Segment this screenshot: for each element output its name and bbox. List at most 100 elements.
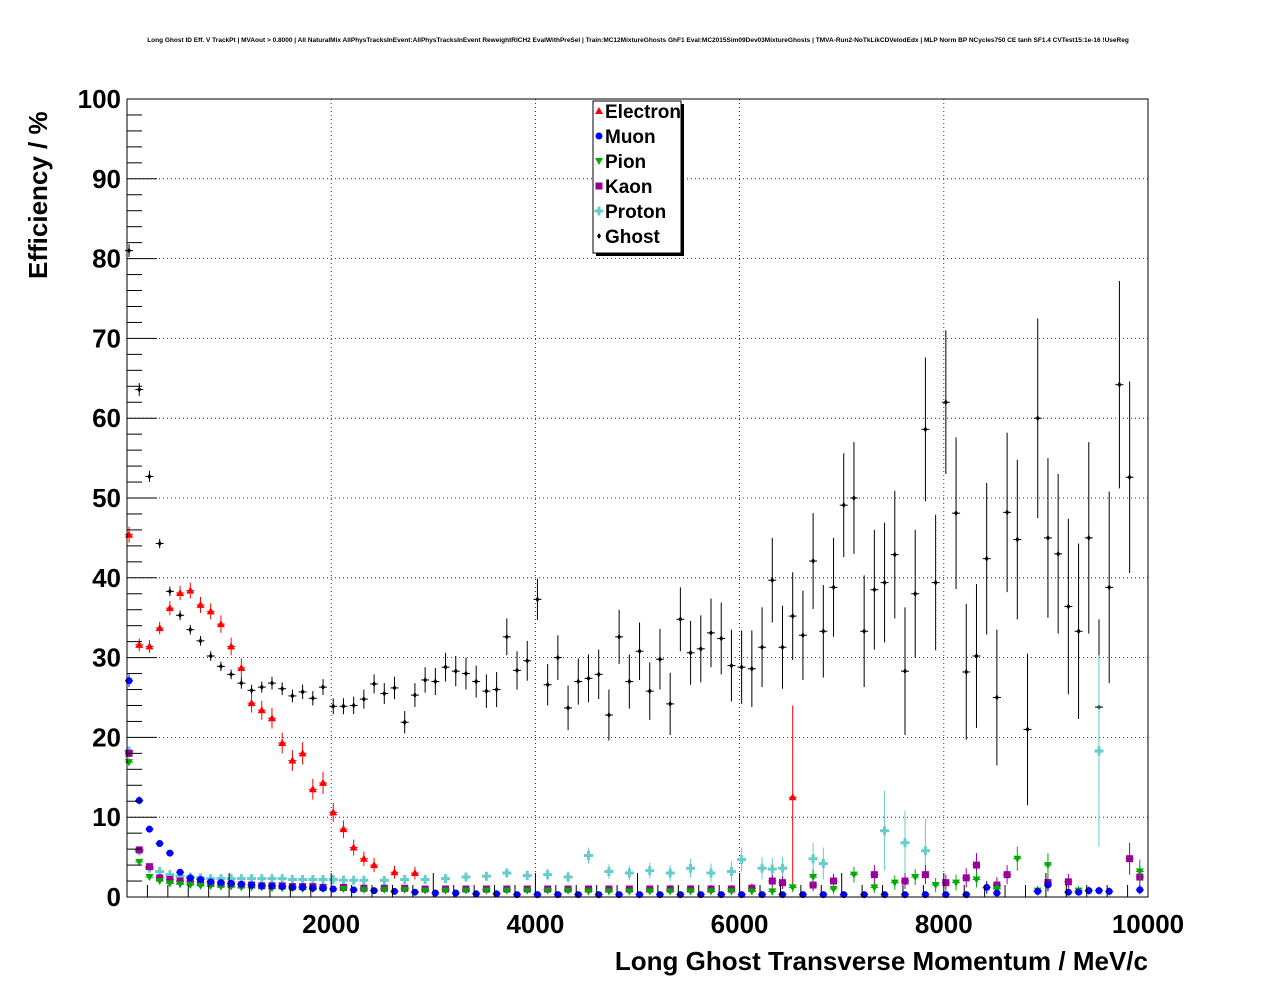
data-point: [402, 719, 407, 726]
data-point: [410, 869, 419, 877]
data-point: [523, 887, 532, 895]
data-point: [328, 874, 338, 884]
data-point: [964, 668, 969, 675]
data-point: [829, 886, 838, 894]
data-point: [880, 826, 890, 836]
data-point: [216, 874, 226, 884]
legend-marker: [595, 132, 603, 140]
data-point: [359, 854, 368, 862]
data-point: [901, 877, 909, 885]
data-point: [186, 878, 194, 886]
data-point: [984, 555, 989, 562]
chart-title: Long Ghost ID Eff. V TrackPt | MVAout > …: [147, 37, 1129, 44]
data-point: [127, 247, 132, 254]
data-point: [186, 586, 195, 594]
data-point: [481, 871, 491, 881]
data-point: [872, 586, 877, 593]
data-point: [892, 551, 897, 558]
data-point: [818, 858, 828, 868]
data-point: [1086, 534, 1091, 541]
data-point: [768, 888, 777, 896]
data-point: [645, 866, 655, 876]
data-point: [583, 851, 593, 861]
data-point: [543, 887, 552, 895]
data-point: [911, 874, 920, 882]
x-tick-label: 10000: [1112, 909, 1184, 939]
legend-label: Electron: [605, 102, 681, 123]
x-axis-title: Long Ghost Transverse Momentum / MeV/c: [615, 946, 1148, 976]
data-point: [176, 881, 185, 889]
data-point: [862, 628, 867, 635]
data-point: [1127, 474, 1132, 481]
legend-marker: [595, 158, 603, 165]
data-point: [821, 628, 826, 635]
data-point: [668, 700, 673, 707]
data-point: [719, 635, 724, 642]
data-point: [788, 793, 797, 801]
data-point: [280, 685, 285, 692]
data-point: [809, 874, 818, 882]
data-point: [535, 596, 540, 603]
data-point: [808, 854, 818, 864]
data-point: [300, 688, 305, 695]
data-point: [257, 706, 266, 714]
data-point: [370, 861, 379, 869]
legend-marker: [597, 233, 601, 239]
data-point: [165, 880, 174, 888]
data-point: [543, 870, 553, 880]
data-point: [1135, 868, 1144, 876]
data-point: [780, 644, 785, 651]
data-point: [198, 637, 203, 644]
legend: Electron Muon Pion Kaon Proton Ghost: [592, 100, 684, 256]
data-point: [482, 887, 491, 895]
data-point: [441, 874, 451, 884]
data-point: [584, 888, 593, 896]
data-point: [627, 678, 632, 685]
data-point: [382, 690, 387, 697]
data-point: [298, 749, 307, 757]
data-point: [287, 874, 297, 884]
data-point: [870, 871, 878, 879]
data-point: [474, 678, 479, 685]
data-point: [625, 888, 634, 896]
grid-lines: [127, 99, 1148, 897]
data-point: [207, 878, 215, 886]
series-electron: [125, 526, 797, 890]
data-point: [423, 676, 428, 683]
data-point: [882, 579, 887, 586]
data-point: [379, 875, 389, 885]
data-point: [729, 662, 734, 669]
legend-label: Ghost: [605, 227, 661, 248]
data-point: [359, 886, 368, 894]
data-point: [647, 688, 652, 695]
data-point: [165, 604, 174, 612]
data-point: [208, 653, 213, 660]
data-point: [933, 579, 938, 586]
data-point: [308, 785, 317, 793]
data-point: [913, 590, 918, 597]
data-series: [124, 244, 1144, 899]
data-point: [186, 882, 195, 890]
data-point: [1043, 862, 1052, 870]
data-point: [145, 642, 154, 650]
data-point: [921, 871, 929, 879]
data-point: [726, 866, 736, 876]
data-point: [665, 868, 675, 878]
data-point: [657, 656, 662, 663]
data-point: [686, 888, 695, 896]
data-point: [484, 688, 489, 695]
data-point: [972, 876, 981, 884]
data-point: [952, 879, 961, 887]
data-point: [749, 665, 754, 672]
data-point: [576, 678, 581, 685]
data-point: [777, 863, 787, 873]
data-point: [1056, 550, 1061, 557]
data-point: [760, 644, 765, 651]
data-point: [923, 426, 928, 433]
data-point: [178, 612, 183, 619]
y-tick-label: 20: [92, 722, 121, 752]
data-point: [1035, 415, 1040, 422]
data-point: [166, 849, 174, 857]
data-point: [698, 645, 703, 652]
